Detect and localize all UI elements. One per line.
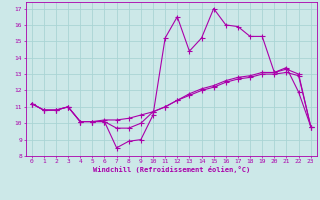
X-axis label: Windchill (Refroidissement éolien,°C): Windchill (Refroidissement éolien,°C)	[92, 166, 250, 173]
